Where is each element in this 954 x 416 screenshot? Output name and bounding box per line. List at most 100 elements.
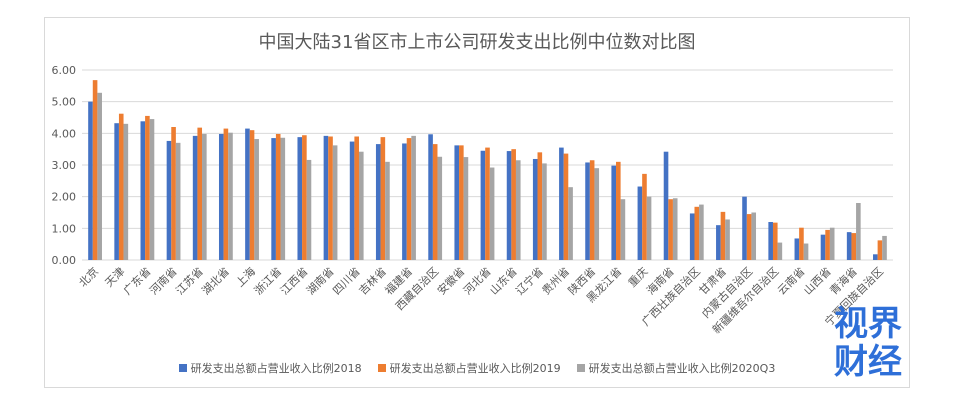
bar	[175, 142, 181, 260]
bar	[568, 187, 573, 260]
x-tick-label: 四川省	[330, 265, 363, 298]
bar	[432, 144, 438, 260]
bar	[742, 196, 747, 260]
bar	[192, 135, 198, 260]
x-tick-label: 云南省	[775, 265, 808, 298]
x-tick-label: 河南省	[147, 265, 180, 298]
x-tick-label: 山东省	[487, 265, 520, 298]
bar	[537, 152, 543, 260]
bar	[140, 121, 146, 260]
bar	[166, 140, 172, 260]
bar	[720, 211, 726, 260]
bar	[380, 137, 386, 260]
bar	[663, 151, 669, 260]
bar	[454, 145, 460, 260]
bar	[297, 137, 303, 260]
x-tick-label: 江西省	[278, 265, 311, 298]
bar	[777, 242, 783, 260]
bar	[375, 144, 381, 260]
bar	[694, 206, 700, 260]
bar	[114, 123, 119, 260]
bar	[328, 136, 333, 260]
bar	[725, 219, 730, 260]
y-tick-label: 2.00	[52, 191, 77, 204]
bar	[302, 135, 307, 260]
legend-item: 研发支出总额占营业收入比例2018	[178, 360, 362, 376]
bar	[228, 132, 233, 260]
bar	[563, 153, 569, 260]
bar	[358, 151, 364, 260]
x-tick-label: 浙江省	[252, 265, 285, 298]
bar	[218, 133, 224, 260]
bar	[620, 199, 626, 260]
bar	[280, 137, 286, 260]
watermark-logo: 视界 财经	[826, 305, 910, 391]
legend-item: 研发支出总额占营业收入比例2020Q3	[576, 360, 776, 376]
y-tick-label: 0.00	[52, 254, 77, 267]
x-tick-label: 山西省	[801, 265, 834, 298]
bar	[459, 145, 464, 260]
bar	[354, 136, 359, 260]
bar	[118, 113, 124, 260]
bar	[402, 143, 407, 260]
y-tick-label: 5.00	[52, 96, 77, 109]
bar	[428, 134, 433, 260]
bar	[825, 229, 830, 260]
bar	[794, 238, 800, 260]
bar	[882, 235, 887, 260]
bar	[202, 133, 207, 260]
x-tick-label: 湖北省	[199, 265, 232, 298]
bar	[97, 92, 102, 260]
legend-label: 研发支出总额占营业收入比例2020Q3	[588, 362, 776, 375]
x-tick-label: 安徽省	[434, 264, 467, 297]
bar	[594, 168, 600, 260]
bar	[506, 151, 512, 260]
bar	[646, 196, 652, 260]
legend-swatch	[377, 364, 386, 372]
bar	[851, 233, 857, 260]
bar	[542, 163, 547, 260]
bar	[332, 145, 338, 260]
bar	[772, 222, 778, 260]
bar	[616, 161, 621, 260]
chart-frame	[44, 17, 910, 388]
bar	[149, 119, 155, 260]
x-tick-label: 江苏省	[173, 265, 206, 298]
bar	[145, 115, 150, 261]
legend-swatch	[576, 364, 585, 372]
bar	[699, 204, 704, 260]
bar	[820, 234, 826, 260]
bar	[88, 101, 93, 261]
x-tick-label: 广东省	[121, 265, 154, 298]
bar	[92, 80, 98, 260]
y-tick-label: 6.00	[52, 64, 77, 77]
bar	[306, 159, 312, 260]
bar	[254, 139, 259, 260]
bar	[559, 147, 564, 260]
x-tick-label: 辽宁省	[513, 264, 546, 297]
bar	[385, 161, 390, 260]
bar	[751, 212, 757, 260]
x-tick-label: 贵州省	[540, 265, 573, 298]
legend-item: 研发支出总额占营业收入比例2019	[377, 360, 561, 376]
legend-label: 研发支出总额占营业收入比例2018	[190, 362, 362, 375]
bar	[642, 173, 647, 260]
bar	[271, 138, 276, 260]
bar	[668, 199, 673, 260]
bar	[437, 156, 443, 260]
bar	[589, 160, 595, 260]
bar	[275, 133, 281, 260]
legend-label: 研发支出总额占营业收入比例2019	[389, 362, 561, 375]
bar	[611, 165, 617, 260]
bar	[877, 240, 883, 260]
watermark-line2: 财经	[834, 342, 902, 382]
bar	[223, 128, 229, 260]
bar	[873, 254, 878, 260]
bar	[532, 158, 538, 260]
bar	[123, 123, 129, 260]
bar	[411, 135, 416, 260]
watermark-line1: 视界	[834, 304, 902, 344]
x-tick-label: 北京	[76, 264, 101, 289]
bar	[245, 128, 250, 260]
legend-swatch	[178, 364, 187, 372]
